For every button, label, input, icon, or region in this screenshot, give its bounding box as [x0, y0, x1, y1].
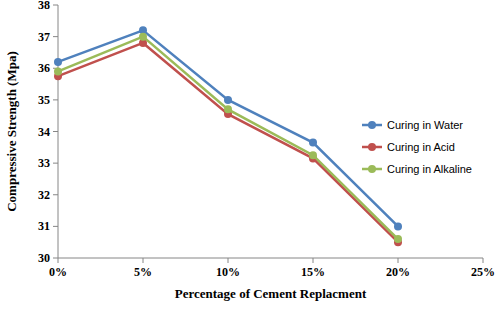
series-marker	[54, 67, 62, 75]
y-axis-label: Compressive Strength (Mpa)	[4, 51, 19, 212]
y-tick-label: 37	[38, 30, 50, 44]
y-tick	[53, 131, 58, 132]
legend-marker	[368, 143, 376, 151]
x-axis-line	[58, 258, 483, 259]
x-tick-label: 5%	[134, 265, 152, 279]
y-tick-label: 30	[38, 251, 50, 265]
chart-svg: 30 31 32 33 34 35 36 37 38 0% 5% 10% 15% 20% 25% Percen…	[0, 0, 500, 311]
series-line	[58, 37, 398, 239]
y-tick-label: 32	[38, 188, 50, 202]
x-tick	[398, 258, 399, 263]
legend-label: Curing in Alkaline	[387, 163, 472, 175]
x-tick-label: 10%	[216, 265, 240, 279]
plot-area	[54, 26, 402, 246]
y-tick-label: 38	[38, 0, 50, 12]
series-marker	[139, 33, 147, 41]
series-marker	[309, 139, 317, 147]
y-tick-label: 35	[38, 93, 50, 107]
y-tick	[53, 258, 58, 259]
x-tick-label: 25%	[471, 265, 495, 279]
x-tick-label: 15%	[301, 265, 325, 279]
series-marker	[394, 235, 402, 243]
x-axis-label: Percentage of Cement Replacment	[175, 286, 367, 301]
y-tick-label: 34	[38, 125, 50, 139]
legend: Curing in Water Curing in Acid Curing in A…	[362, 119, 472, 175]
y-tick	[53, 5, 58, 6]
series-line	[58, 30, 398, 226]
legend-marker	[368, 165, 376, 173]
series-marker	[224, 105, 232, 113]
series-line	[58, 43, 398, 242]
y-tick	[53, 226, 58, 227]
x-tick	[483, 258, 484, 263]
series-marker	[224, 96, 232, 104]
legend-label: Curing in Water	[387, 119, 463, 131]
x-tick	[58, 258, 59, 263]
x-tick-label: 0%	[49, 265, 67, 279]
x-tick	[228, 258, 229, 263]
x-tick	[313, 258, 314, 263]
x-tick	[143, 258, 144, 263]
chart-container: 30 31 32 33 34 35 36 37 38 0% 5% 10% 15% 20% 25% Percen…	[0, 0, 500, 311]
legend-label: Curing in Acid	[387, 141, 455, 153]
legend-marker	[368, 121, 376, 129]
y-tick	[53, 194, 58, 195]
y-tick-label: 36	[38, 61, 50, 75]
x-tick-label: 20%	[386, 265, 410, 279]
series-marker	[309, 151, 317, 159]
y-tick	[53, 163, 58, 164]
y-tick-label: 33	[38, 156, 50, 170]
series-marker	[394, 222, 402, 230]
series-marker	[54, 58, 62, 66]
y-tick-label: 31	[38, 219, 50, 233]
y-tick	[53, 36, 58, 37]
y-tick	[53, 99, 58, 100]
